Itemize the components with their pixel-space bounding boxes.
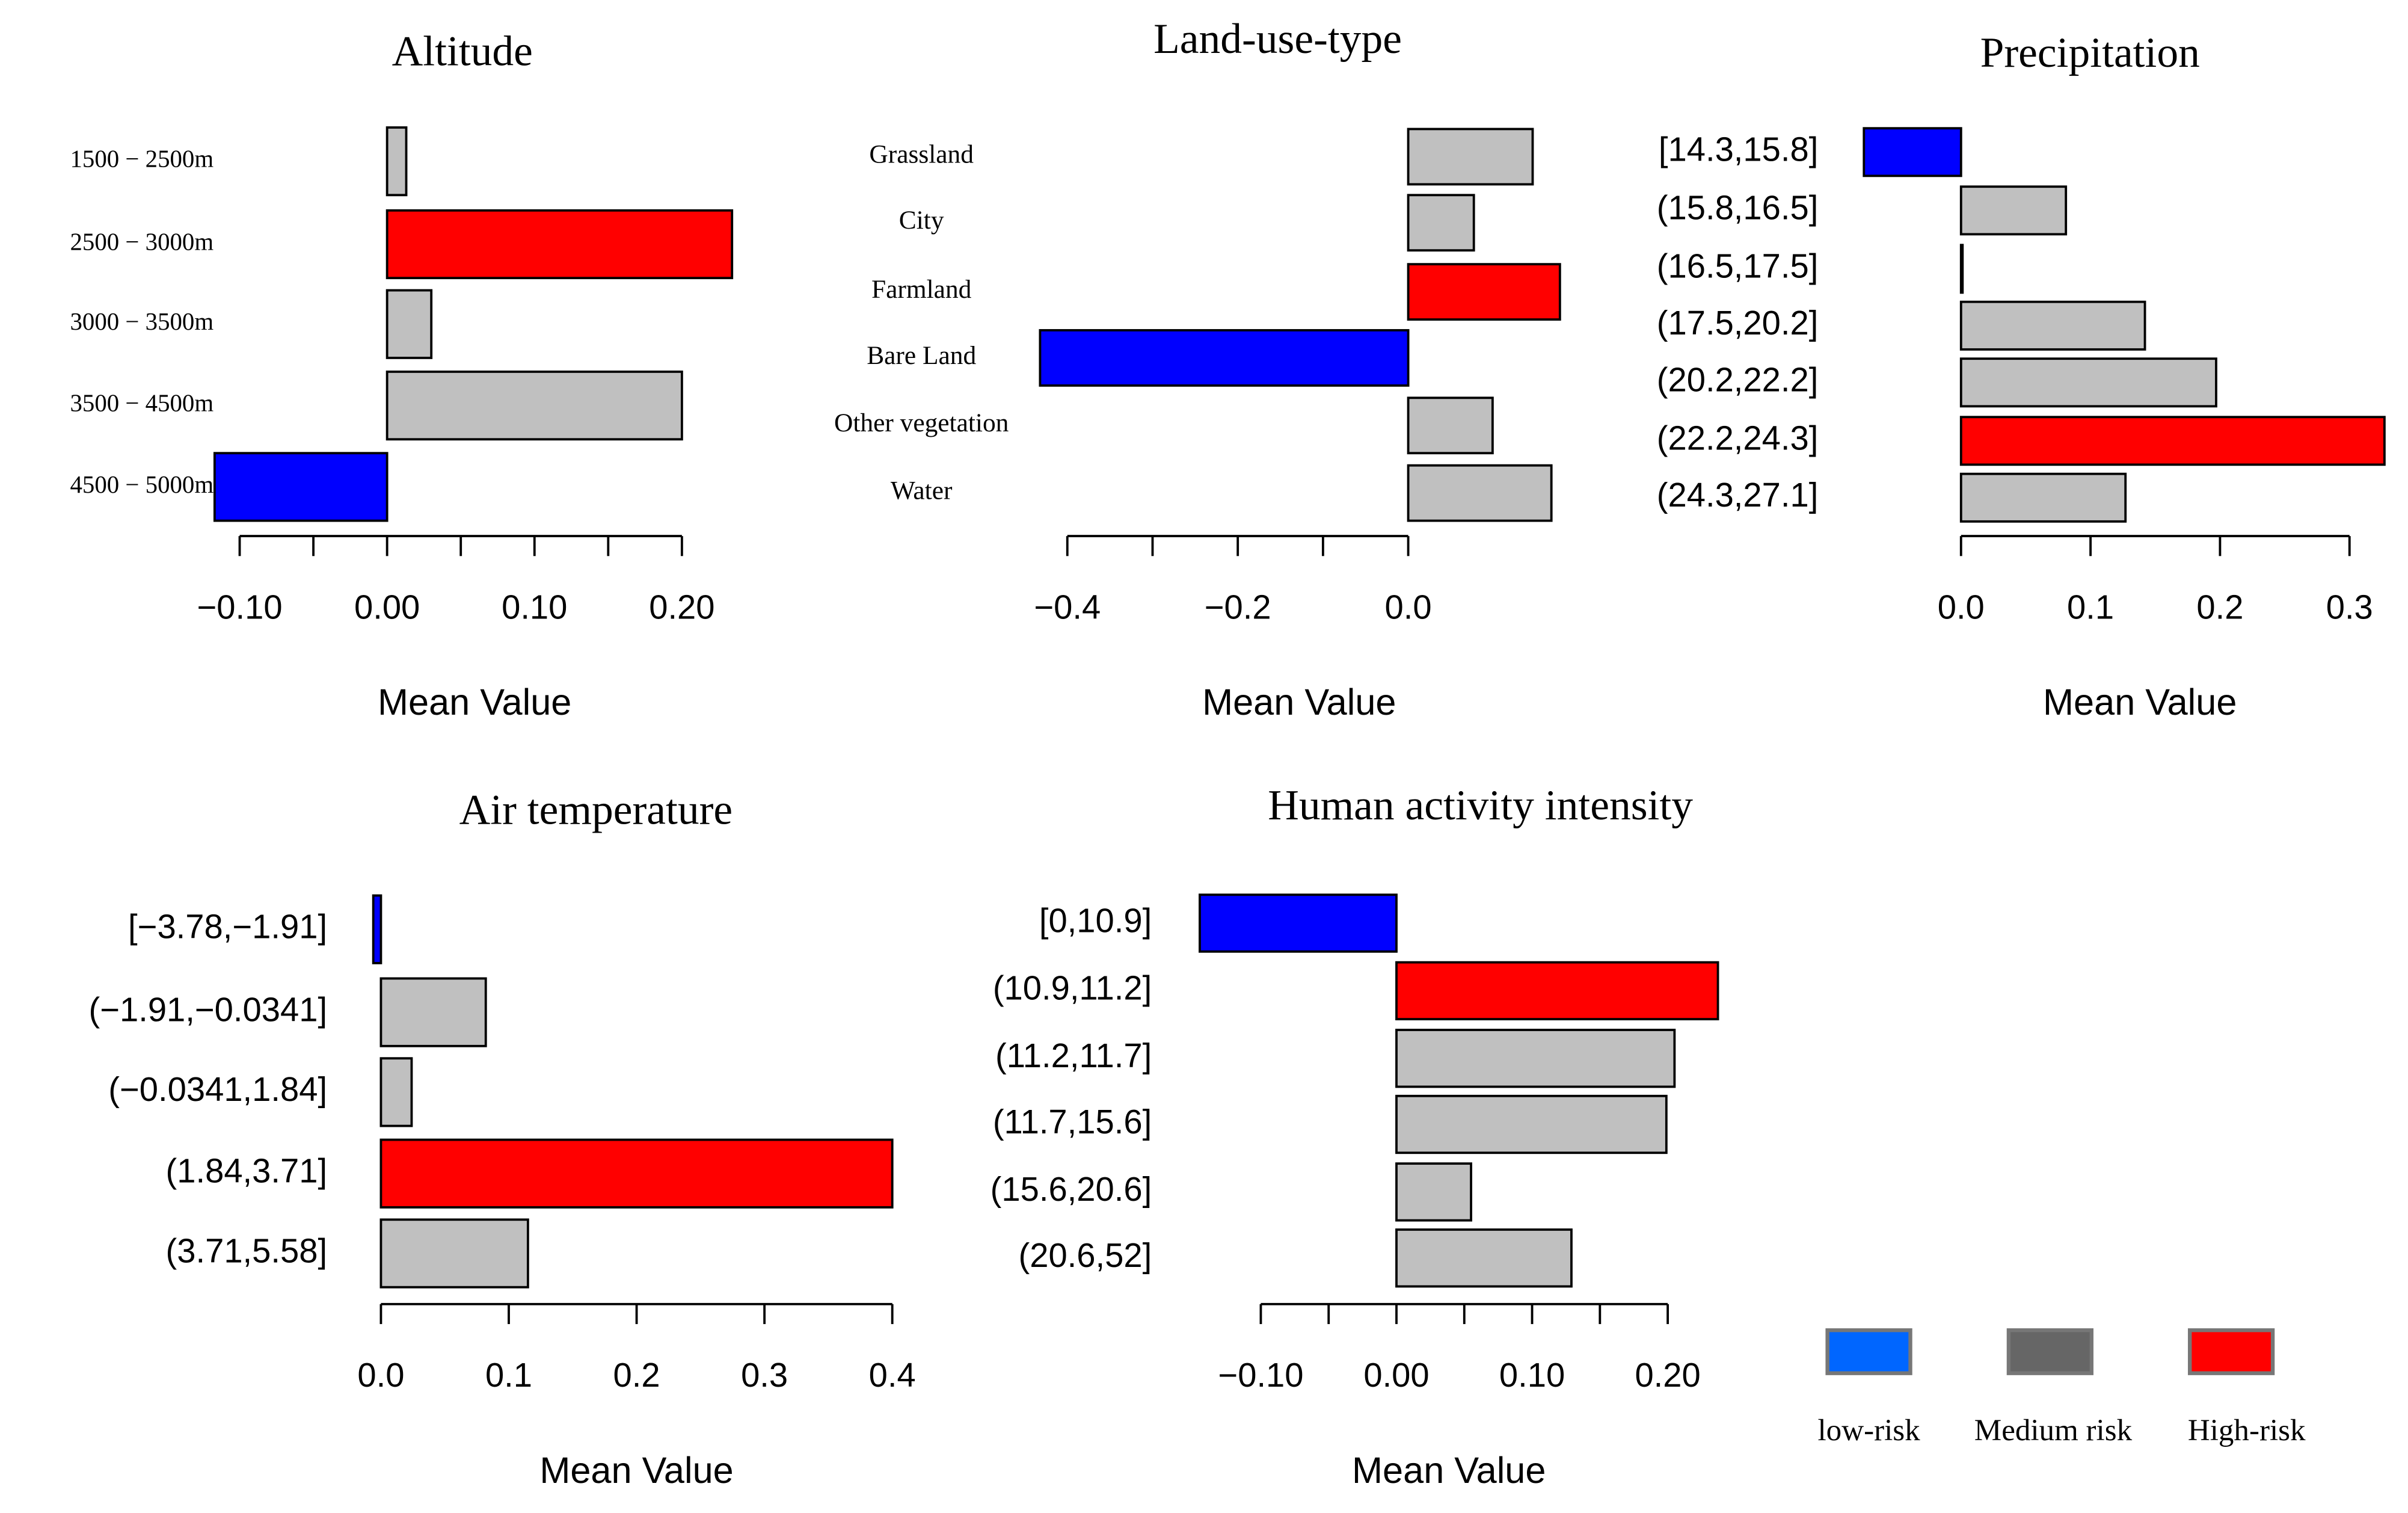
- bar: [1959, 472, 2127, 523]
- chart-title: Human activity intensity: [1268, 781, 1693, 829]
- bar: [1407, 194, 1475, 252]
- x-tick-label: 0.1: [2067, 588, 2114, 626]
- x-tick-label: −0.2: [1205, 588, 1271, 626]
- chart-title: Air temperature: [459, 786, 733, 834]
- x-tick-label: 0.10: [1499, 1356, 1565, 1394]
- x-tick-label: 0.2: [613, 1356, 660, 1394]
- bar: [1959, 185, 2068, 236]
- category-label: (20.6,52]: [1019, 1236, 1152, 1274]
- x-tick-label: 0.0: [1938, 588, 1985, 626]
- category-label: 4500 − 5000m: [70, 471, 214, 498]
- category-label: 3500 − 4500m: [70, 389, 214, 416]
- category-label: [14.3,15.8]: [1659, 131, 1818, 168]
- x-tick-label: 0.3: [741, 1356, 788, 1394]
- category-label: (24.3,27.1]: [1657, 476, 1819, 514]
- bar: [379, 1138, 894, 1209]
- bar: [1959, 300, 2146, 351]
- bar: [1395, 1228, 1573, 1288]
- bar: [1039, 329, 1410, 387]
- bar: [1959, 416, 2386, 466]
- x-tick-label: −0.4: [1034, 588, 1101, 626]
- category-label: Grassland: [869, 140, 974, 168]
- x-axis-label: Mean Value: [378, 682, 571, 723]
- bar: [372, 894, 382, 964]
- category-label: 2500 − 3000m: [70, 228, 214, 255]
- chart-title: Precipitation: [1980, 29, 2200, 76]
- bar: [1407, 464, 1553, 522]
- x-tick-label: 0.20: [1635, 1356, 1700, 1394]
- x-axis-label: Mean Value: [2043, 682, 2237, 723]
- bar: [379, 1218, 529, 1289]
- x-tick-label: 0.0: [357, 1356, 404, 1394]
- category-label: (22.2,24.3]: [1657, 419, 1819, 457]
- bar: [385, 126, 408, 197]
- bar: [1407, 396, 1494, 455]
- chart-title: Land-use-type: [1153, 15, 1402, 63]
- x-tick-label: 0.4: [869, 1356, 916, 1394]
- category-label: Water: [891, 476, 953, 505]
- x-tick-label: −0.10: [197, 588, 282, 626]
- category-label: (11.7,15.6]: [993, 1103, 1152, 1141]
- category-label: (15.8,16.5]: [1657, 189, 1819, 227]
- category-label: City: [899, 206, 944, 235]
- legend-swatch: [2006, 1328, 2093, 1375]
- bar: [1407, 128, 1534, 186]
- bar: [385, 289, 433, 359]
- category-label: (16.5,17.5]: [1657, 247, 1819, 285]
- bar: [1407, 263, 1561, 321]
- category-label: (3.71,5.58]: [166, 1231, 328, 1269]
- x-axis-label: Mean Value: [1352, 1450, 1546, 1491]
- x-axis-label: Mean Value: [539, 1450, 733, 1491]
- bar: [213, 452, 389, 522]
- legend-swatch: [1825, 1328, 1912, 1375]
- category-label: [0,10.9]: [1039, 901, 1152, 939]
- bar: [385, 209, 734, 280]
- legend-label: Medium risk: [1974, 1413, 2133, 1447]
- bar: [379, 977, 487, 1047]
- x-tick-label: 0.20: [649, 588, 714, 626]
- legend-swatch: [2188, 1328, 2275, 1375]
- x-tick-label: 0.10: [502, 588, 567, 626]
- bar: [1395, 961, 1719, 1021]
- category-label: 1500 − 2500m: [70, 145, 214, 172]
- category-label: [−3.78,−1.91]: [128, 908, 327, 946]
- legend-label: High-risk: [2188, 1413, 2306, 1447]
- bar: [1199, 893, 1398, 953]
- category-label: (−0.0341,1.84]: [108, 1070, 327, 1108]
- category-label: Bare Land: [867, 341, 976, 370]
- legend-label: low-risk: [1818, 1413, 1921, 1447]
- category-label: (10.9,11.2]: [993, 969, 1152, 1007]
- x-tick-label: 0.3: [2326, 588, 2373, 626]
- category-label: 3000 − 3500m: [70, 308, 214, 335]
- bar: [1395, 1162, 1472, 1222]
- x-tick-label: −0.10: [1218, 1356, 1303, 1394]
- category-label: (1.84,3.71]: [166, 1152, 328, 1190]
- x-tick-label: 0.00: [1363, 1356, 1429, 1394]
- bar: [1959, 357, 2217, 408]
- category-label: (17.5,20.2]: [1657, 304, 1819, 342]
- category-label: (11.2,11.7]: [995, 1037, 1152, 1074]
- bar: [1959, 244, 1964, 294]
- x-tick-label: 0.00: [354, 588, 420, 626]
- x-tick-label: 0.0: [1385, 588, 1432, 626]
- category-label: Other vegetation: [834, 408, 1009, 437]
- x-tick-label: 0.2: [2196, 588, 2243, 626]
- category-label: Farmland: [871, 275, 972, 304]
- x-tick-label: 0.1: [485, 1356, 532, 1394]
- bar: [385, 370, 683, 441]
- bar: [379, 1057, 413, 1127]
- category-label: (20.2,22.2]: [1657, 361, 1819, 399]
- x-axis-label: Mean Value: [1202, 682, 1396, 723]
- bar: [1395, 1094, 1668, 1154]
- category-label: (−1.91,−0.0341]: [89, 990, 328, 1028]
- chart-title: Altitude: [392, 27, 533, 75]
- bar: [1395, 1029, 1676, 1088]
- category-label: (15.6,20.6]: [991, 1170, 1152, 1208]
- bar: [1863, 127, 1962, 177]
